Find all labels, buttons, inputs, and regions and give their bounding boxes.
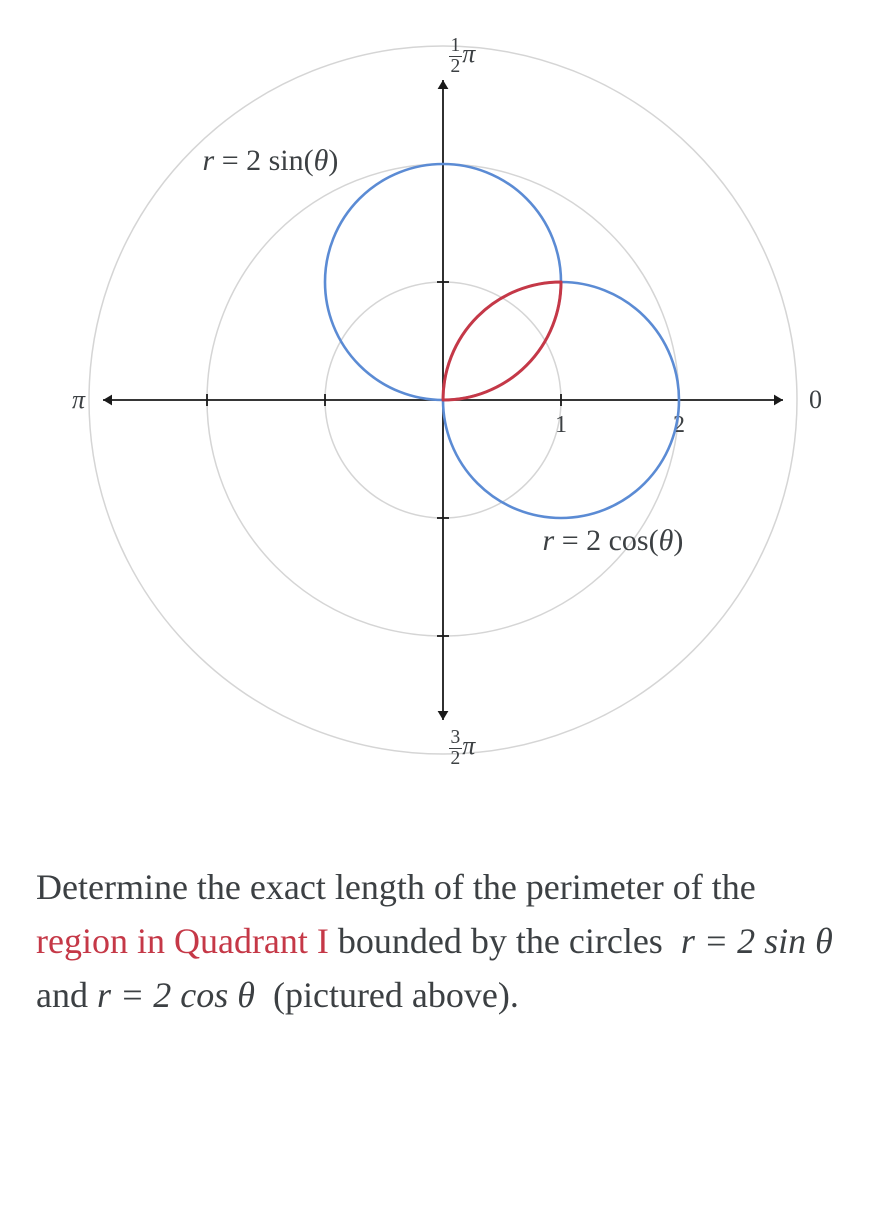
curve-label-sin: r = 2 sin(θ) (203, 144, 339, 178)
svg-text:1: 1 (555, 412, 567, 438)
angle-label-top: 12π (449, 36, 476, 76)
svg-text:0: 0 (809, 385, 822, 414)
problem-and: and (36, 975, 97, 1015)
angle-label-bottom: 32π (449, 728, 476, 768)
problem-statement: Determine the exact length of the perime… (0, 820, 885, 1022)
equation-1: r = 2 sin θ (672, 921, 842, 961)
svg-text:π: π (71, 385, 85, 414)
problem-mid: bounded by the circles (338, 921, 672, 961)
problem-prefix: Determine the exact length of the perime… (36, 867, 756, 907)
problem-suffix: (pictured above). (273, 975, 519, 1015)
polar-svg: 120π (43, 20, 843, 820)
equation-2: r = 2 cos θ (97, 975, 264, 1015)
problem-highlight: region in Quadrant I (36, 921, 329, 961)
curve-label-cos: r = 2 cos(θ) (543, 524, 684, 558)
polar-chart: 120π 12π 32π r = 2 sin(θ) r = 2 cos(θ) (43, 20, 843, 820)
